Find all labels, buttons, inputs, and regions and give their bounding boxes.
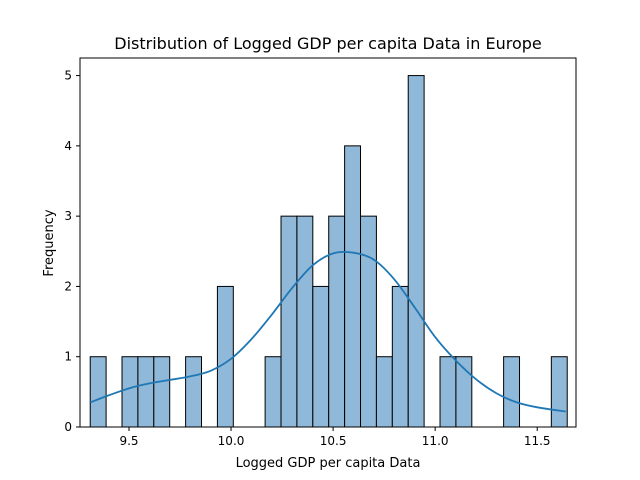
histogram-bar <box>503 356 521 428</box>
histogram-bar <box>312 285 330 428</box>
plot-frame <box>79 57 577 428</box>
y-tick-label: 5 <box>64 69 72 83</box>
x-tick-label: 11.0 <box>422 434 449 448</box>
histogram-bar <box>407 75 425 428</box>
histogram-bar <box>216 285 234 428</box>
y-tick-label: 3 <box>64 209 72 223</box>
y-tick-label: 4 <box>64 139 72 153</box>
histogram-bar <box>296 215 314 428</box>
y-tick-label: 0 <box>64 420 72 434</box>
x-tick-label: 10.0 <box>218 434 245 448</box>
histogram-bar <box>264 356 282 428</box>
histogram-bar <box>439 356 457 428</box>
histogram-bar <box>550 356 568 428</box>
histogram-bar <box>375 356 393 428</box>
histogram-bar <box>137 356 155 428</box>
x-axis-label: Logged GDP per capita Data <box>236 456 421 471</box>
kde-curve <box>89 250 566 413</box>
chart-title: Distribution of Logged GDP per capita Da… <box>114 34 541 53</box>
bars-group <box>89 75 568 428</box>
x-tick-label: 10.5 <box>320 434 347 448</box>
histogram-bar <box>89 356 107 428</box>
y-tick-label: 1 <box>64 350 72 364</box>
x-axis-ticks: 9.5 10.0 10.5 11.0 11.5 <box>119 427 551 448</box>
y-axis-label: Frequency <box>42 209 57 276</box>
histogram-bar <box>121 356 139 428</box>
histogram-bar <box>391 285 409 428</box>
histogram-bar <box>153 356 171 428</box>
x-tick-label: 11.5 <box>524 434 551 448</box>
y-tick-label: 2 <box>64 279 72 293</box>
histogram-bar <box>328 215 346 428</box>
y-axis-ticks: 0 1 2 3 4 5 <box>64 69 80 434</box>
histogram-bar <box>280 215 298 428</box>
histogram-bar <box>185 356 203 428</box>
histogram-bar <box>344 145 362 428</box>
x-tick-label: 9.5 <box>119 434 138 448</box>
histogram-bar <box>360 215 377 428</box>
